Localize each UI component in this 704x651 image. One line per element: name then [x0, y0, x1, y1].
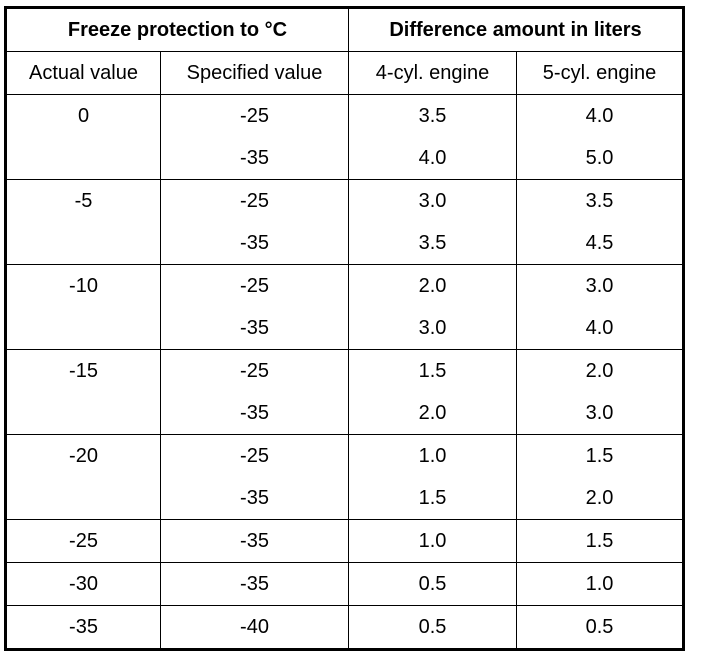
table-cell: 2.0 — [516, 349, 684, 392]
actual-value: -20 — [5, 434, 161, 520]
table-cell: 4.0 — [516, 94, 684, 137]
header-row: Freeze protection to °C Difference amoun… — [5, 7, 684, 52]
table-cell: -35 — [160, 222, 349, 265]
actual-value: -35 — [5, 605, 161, 650]
table-row: -35 3.0 4.0 — [6, 307, 684, 350]
table-row: -5 -25 3.0 3.5 — [5, 179, 684, 265]
table-cell: 3.0 — [516, 264, 684, 307]
column-header: Actual value — [5, 51, 161, 95]
table-cell: 2.0 — [348, 392, 517, 435]
subheader-row: Actual value Specified value 4-cyl. engine… — [5, 51, 684, 95]
table-cell: 3.0 — [348, 179, 517, 222]
actual-value: 0 — [5, 94, 161, 180]
table-cell: 1.0 — [516, 562, 684, 606]
table-cell: 1.0 — [348, 519, 517, 563]
table-cell: 3.5 — [348, 94, 517, 137]
table-row: -35 2.0 3.0 — [6, 392, 684, 435]
table-row: -20 -25 1.0 1.5 — [5, 434, 684, 520]
actual-value: -10 — [5, 264, 161, 350]
table-cell: 3.0 — [516, 392, 684, 435]
table-cell: 0.5 — [348, 605, 517, 650]
header-cell: Freeze protection to °C — [5, 7, 349, 52]
table-cell: -25 — [160, 349, 349, 392]
table-cell: -25 — [160, 179, 349, 222]
actual-value: -25 — [5, 519, 161, 563]
table-row: -35 1.5 2.0 — [6, 477, 684, 520]
table-cell: 4.0 — [516, 307, 684, 350]
table-cell: 2.0 — [348, 264, 517, 307]
table-cell: -25 — [160, 434, 349, 477]
table-cell: 4.5 — [516, 222, 684, 265]
actual-value: -5 — [5, 179, 161, 265]
table-row: -30 -35 0.5 1.0 — [5, 562, 684, 606]
table-cell: 3.5 — [348, 222, 517, 265]
table-cell: 1.5 — [348, 477, 517, 520]
table-cell: 0.5 — [348, 562, 517, 606]
actual-value: -15 — [5, 349, 161, 435]
table-cell: -35 — [160, 307, 349, 350]
table-row: 0 -25 3.5 4.0 — [5, 94, 684, 180]
header-cell: Difference amount in liters — [348, 7, 684, 52]
table-cell: 3.5 — [516, 179, 684, 222]
table-cell: 1.0 — [348, 434, 517, 477]
table-cell: -40 — [160, 605, 349, 650]
actual-value: -30 — [5, 562, 161, 606]
table-cell: 1.5 — [348, 349, 517, 392]
table-cell: 5.0 — [516, 137, 684, 180]
table-cell: -35 — [160, 519, 349, 563]
table-row: -35 4.0 5.0 — [6, 137, 684, 180]
column-header: 4-cyl. engine — [348, 51, 517, 95]
table-cell: 1.5 — [516, 519, 684, 563]
table-cell: -25 — [160, 94, 349, 137]
table-cell: -25 — [160, 264, 349, 307]
table-row: -25 -35 1.0 1.5 — [5, 519, 684, 563]
table-cell: -35 — [160, 477, 349, 520]
table-cell: -35 — [160, 137, 349, 180]
table-row: -35 -40 0.5 0.5 — [5, 605, 684, 650]
table-row: -35 3.5 4.5 — [6, 222, 684, 265]
table-cell: -35 — [160, 392, 349, 435]
table-body: 0 -25 3.5 4.0 -35 4.0 5.0 -5 -25 3.0 3.5 -35 3.5 4.5-… — [5, 94, 684, 650]
table-row: -10 -25 2.0 3.0 — [5, 264, 684, 350]
table-row: -15 -25 1.5 2.0 — [5, 349, 684, 435]
freeze-table: Freeze protection to °C Difference amoun… — [4, 6, 685, 651]
table-cell: 2.0 — [516, 477, 684, 520]
column-header: 5-cyl. engine — [516, 51, 684, 95]
column-header: Specified value — [160, 51, 349, 95]
table-cell: 1.5 — [516, 434, 684, 477]
table-cell: -35 — [160, 562, 349, 606]
table-cell: 4.0 — [348, 137, 517, 180]
table-cell: 3.0 — [348, 307, 517, 350]
table-cell: 0.5 — [516, 605, 684, 650]
